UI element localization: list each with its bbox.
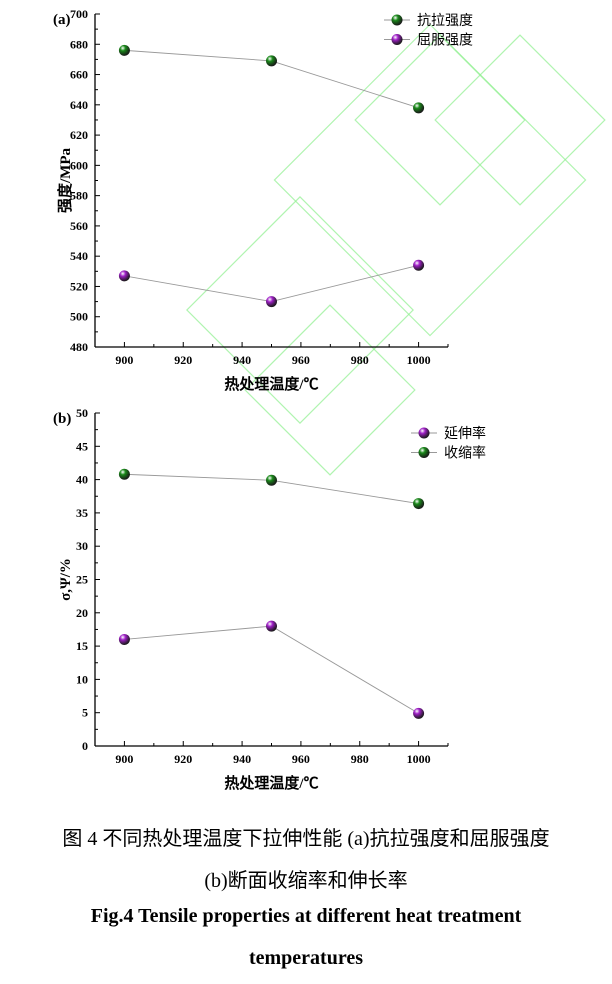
x-tick-label: 980: [351, 752, 369, 766]
x-axis-label: 热处理温度/℃: [224, 774, 318, 792]
data-point: [413, 498, 425, 510]
y-axis-label: σ,Ψ/%: [58, 558, 74, 601]
data-point: [266, 474, 277, 486]
legend-label: 屈服强度: [417, 33, 473, 49]
y-tick-label: 5: [82, 706, 88, 720]
data-point: [413, 707, 425, 719]
legend-label: 收缩率: [444, 445, 486, 462]
y-axis-label: 强度/MPa: [56, 148, 74, 213]
x-tick-label: 1000: [407, 752, 431, 766]
x-tick-label: 920: [174, 752, 192, 766]
legend-label: 延伸率: [444, 425, 486, 442]
caption-cn-line1: 图 4 不同热处理温度下拉伸性能 (a)抗拉强度和屈服强度: [62, 828, 550, 850]
y-tick-label: 30: [76, 539, 88, 553]
x-tick-label: 900: [115, 353, 133, 367]
x-tick-label: 900: [115, 752, 133, 766]
x-tick-label: 960: [292, 353, 310, 367]
watermark-shape: [354, 34, 526, 206]
y-tick-label: 40: [76, 473, 88, 487]
y-tick-label: 700: [70, 7, 88, 21]
y-tick-label: 10: [76, 672, 88, 686]
y-tick-label: 600: [70, 158, 88, 172]
y-tick-label: 480: [70, 340, 88, 354]
y-tick-label: 540: [70, 249, 88, 263]
panel-label: (b): [53, 411, 71, 427]
panel-label: (a): [53, 12, 71, 28]
x-tick-label: 940: [233, 752, 251, 766]
y-tick-label: 660: [70, 68, 88, 82]
watermark-shape: [186, 196, 414, 424]
y-tick-label: 560: [70, 219, 88, 233]
legend-label: 抗拉强度: [417, 13, 473, 29]
legend-marker: [391, 14, 403, 26]
y-tick-label: 500: [70, 310, 88, 324]
data-point: [266, 620, 277, 632]
data-point: [118, 44, 130, 56]
data-point: [413, 259, 425, 271]
legend-marker: [391, 34, 403, 45]
caption-en-line1: Fig.4 Tensile properties at different he…: [90, 905, 522, 927]
data-point: [266, 296, 277, 308]
y-tick-label: 50: [76, 406, 88, 420]
y-tick-label: 15: [76, 639, 88, 653]
y-tick-label: 20: [76, 606, 88, 620]
y-tick-label: 620: [70, 128, 88, 142]
data-point: [413, 102, 425, 114]
caption-en-line2: temperatures: [248, 947, 364, 969]
data-point: [118, 270, 130, 282]
x-tick-label: 960: [292, 752, 310, 766]
x-axis-label: 热处理温度/℃: [224, 375, 318, 393]
y-tick-label: 0: [82, 739, 88, 753]
x-tick-label: 940: [233, 353, 251, 367]
x-tick-label: 980: [351, 353, 369, 367]
y-tick-label: 580: [70, 189, 88, 203]
y-tick-label: 25: [76, 573, 88, 587]
legend-marker: [418, 427, 430, 439]
y-tick-label: 35: [76, 506, 88, 520]
data-point: [118, 633, 130, 645]
x-tick-label: 1000: [407, 353, 431, 367]
y-tick-label: 520: [70, 279, 88, 293]
data-point: [266, 55, 277, 67]
data-point: [118, 468, 130, 480]
watermark-shape: [434, 34, 606, 206]
y-tick-label: 640: [70, 98, 88, 112]
y-tick-label: 45: [76, 439, 88, 453]
x-tick-label: 920: [174, 353, 192, 367]
y-tick-label: 680: [70, 37, 88, 51]
legend-marker: [418, 447, 430, 458]
series-line: [124, 625, 419, 714]
caption-cn-line2: (b)断面收缩率和伸长率: [204, 870, 408, 892]
